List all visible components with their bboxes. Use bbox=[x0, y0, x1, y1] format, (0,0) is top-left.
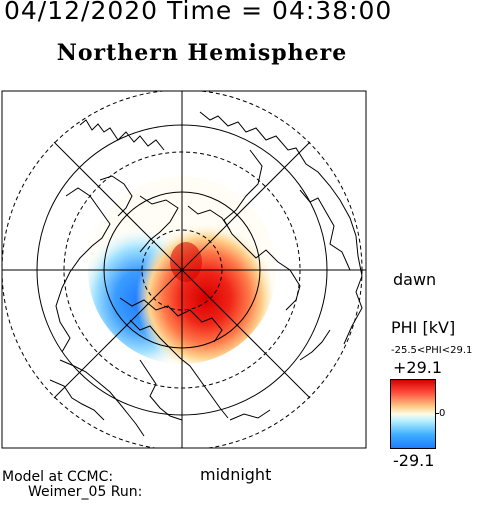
colorbar-range: -25.5<PHI<29.1 bbox=[391, 345, 473, 356]
polar-potential-map bbox=[1, 90, 367, 449]
midnight-label: midnight bbox=[200, 465, 272, 484]
colorbar-zero-label: 0 bbox=[439, 408, 446, 419]
map-frame bbox=[1, 90, 367, 449]
model-line-2: Weimer_05 Run: bbox=[28, 484, 143, 500]
coastlines bbox=[49, 111, 363, 437]
colorbar-max-label: +29.1 bbox=[393, 358, 443, 377]
model-line-1: Model at CCMC: bbox=[2, 469, 114, 485]
latitude-grid bbox=[2, 91, 366, 448]
colorbar bbox=[390, 379, 436, 449]
dawn-label: dawn bbox=[393, 270, 437, 289]
colorbar-title: PHI [kV] bbox=[391, 318, 456, 337]
date-time-header: 04/12/2020 Time = 04:38:00 bbox=[4, 0, 393, 25]
hemisphere-title: Northern Hemisphere bbox=[56, 40, 348, 66]
colorbar-zero-tick bbox=[435, 413, 439, 414]
colorbar-min-label: -29.1 bbox=[393, 451, 435, 470]
